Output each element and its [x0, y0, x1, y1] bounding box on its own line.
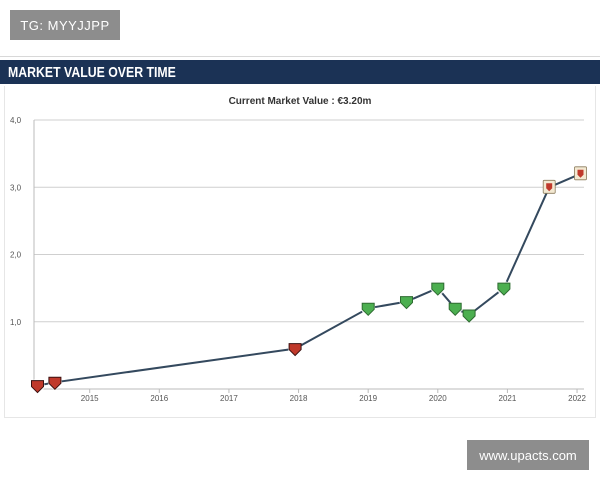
- data-point-marker: [430, 281, 445, 296]
- club-crest-icon: [448, 302, 462, 317]
- y-tick-label: 4,0: [10, 116, 22, 125]
- watermark-bottom: www.upacts.com: [467, 440, 589, 470]
- x-tick-label: 2019: [359, 394, 377, 403]
- section-title: MARKET VALUE OVER TIME: [8, 63, 176, 81]
- x-tick-label: 2018: [290, 394, 308, 403]
- club-crest-icon: [462, 309, 476, 323]
- y-tick-label: 1,0: [10, 318, 22, 327]
- y-tick-label: 3,0: [10, 183, 22, 192]
- chart-card: [4, 86, 596, 418]
- data-point-marker: [288, 341, 303, 357]
- club-crest-icon: [48, 376, 62, 391]
- club-crest-icon: [431, 282, 445, 296]
- x-tick-label: 2017: [220, 394, 238, 403]
- panel-divider: [0, 56, 600, 57]
- club-crest-icon: [361, 302, 375, 317]
- chart-title: Current Market Value : €3.20m: [228, 96, 372, 107]
- data-point-marker: [574, 166, 587, 181]
- x-tick-label: 2020: [429, 394, 447, 403]
- club-crest-shield: [577, 169, 584, 178]
- x-tick-label: 2016: [150, 394, 168, 403]
- data-point-marker: [399, 294, 414, 310]
- section-header: MARKET VALUE OVER TIME: [0, 60, 600, 84]
- club-crest-icon: [400, 296, 413, 310]
- data-point-marker: [496, 281, 511, 296]
- market-value-line: [37, 172, 581, 387]
- club-crest-icon: [31, 380, 44, 394]
- watermark-top: TG: MYYJJPP: [10, 10, 120, 40]
- x-tick-label: 2022: [568, 394, 586, 403]
- club-crest-shield: [546, 183, 553, 192]
- x-tick-label: 2021: [499, 394, 517, 403]
- x-tick-label: 2015: [81, 394, 99, 403]
- data-point-marker: [462, 308, 477, 323]
- data-point-marker: [542, 179, 556, 194]
- y-tick-label: 2,0: [10, 251, 22, 260]
- club-crest-icon: [288, 343, 302, 357]
- club-crest-icon: [497, 282, 511, 296]
- data-point-marker: [30, 378, 45, 394]
- data-point-marker: [448, 301, 463, 317]
- data-point-marker: [47, 375, 62, 391]
- data-point-marker: [361, 301, 376, 317]
